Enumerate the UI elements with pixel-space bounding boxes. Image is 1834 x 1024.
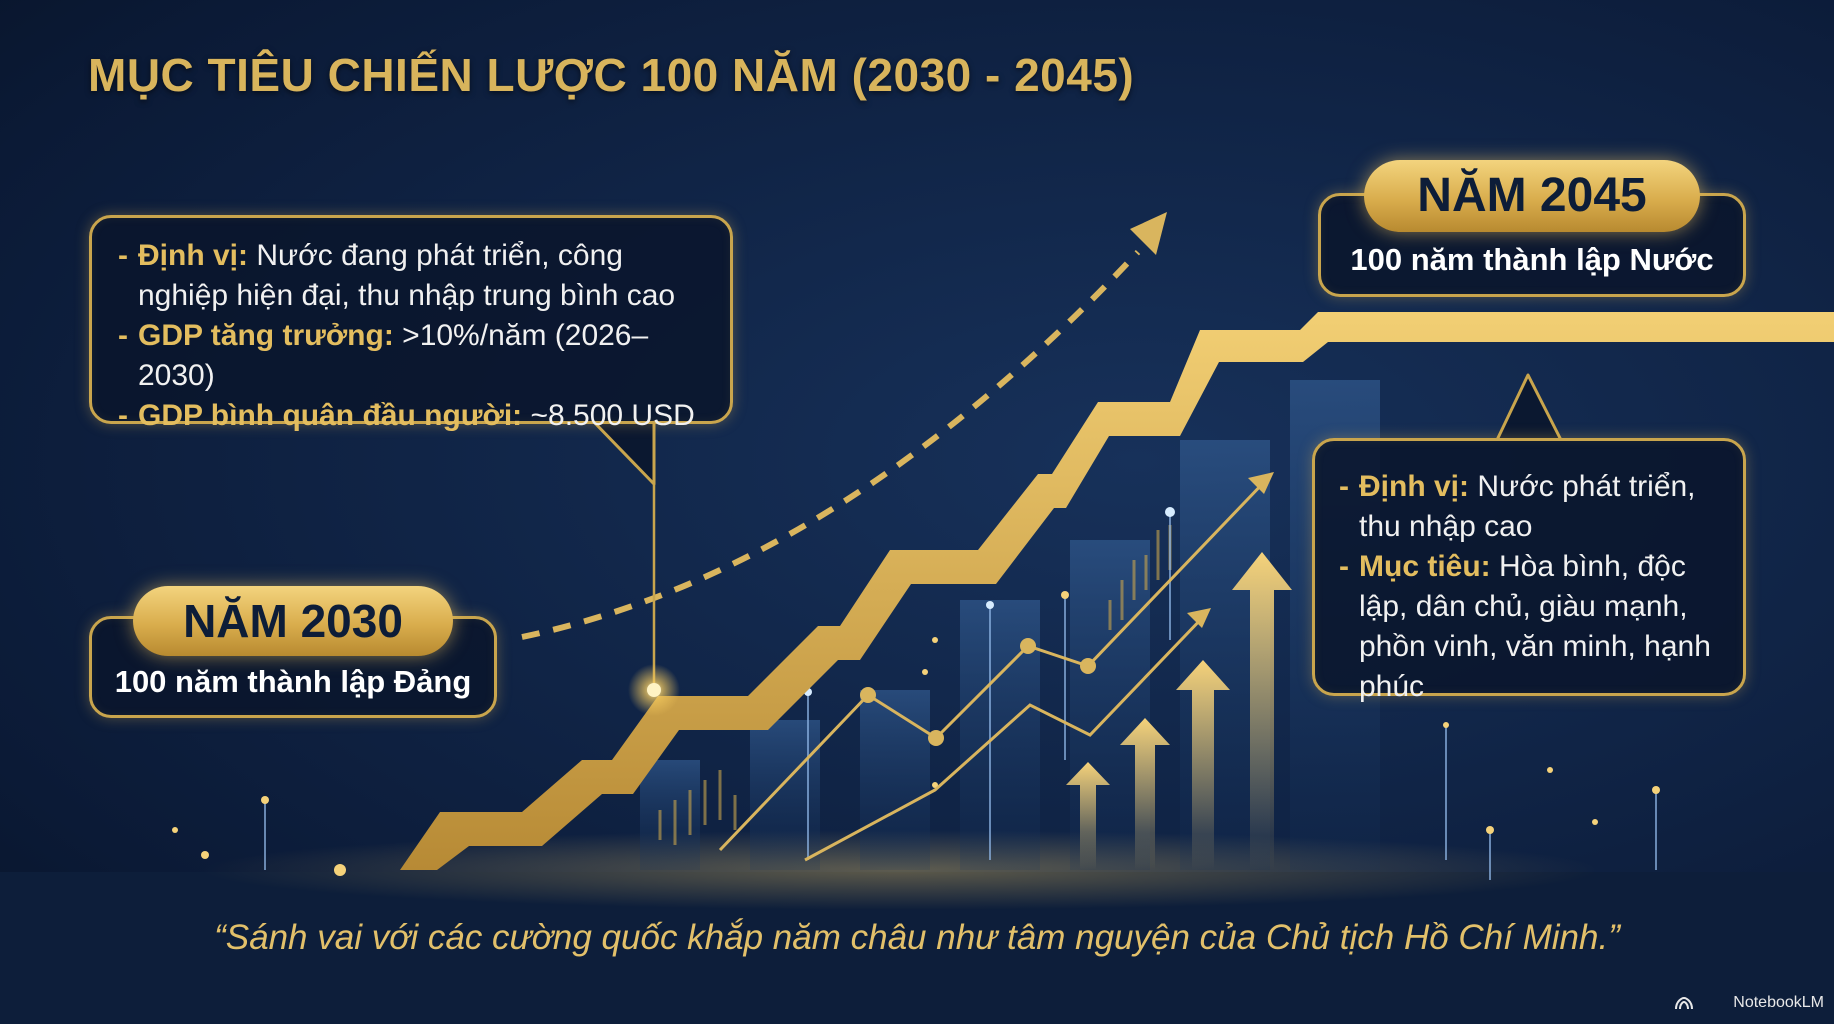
info-box-2045: Định vị: Nước phát triển, thu nhập cao M… xyxy=(1312,438,1746,703)
info-list-2045: Định vị: Nước phát triển, thu nhập cao M… xyxy=(1339,467,1723,707)
glow-poles xyxy=(264,512,1657,880)
list-item: Định vị: Nước đang phát triển, công nghi… xyxy=(118,236,706,316)
info-list-2030: Định vị: Nước đang phát triển, công nghi… xyxy=(118,236,706,436)
light-dots xyxy=(172,507,1660,876)
info-box-2030: Định vị: Nước đang phát triển, công nghi… xyxy=(89,215,733,436)
callout-2045-pointer xyxy=(1495,373,1563,441)
quote-text: “Sánh vai với các cường quốc khắp năm ch… xyxy=(214,918,1620,957)
candlesticks xyxy=(658,525,1172,845)
watermark-label: NotebookLM xyxy=(1733,994,1824,1011)
notebooklm-logo-icon xyxy=(1675,996,1693,1010)
list-item: GDP bình quân đầu người: ~8.500 USD xyxy=(118,396,706,436)
list-item: Mục tiêu: Hòa bình, độc lập, dân chủ, gi… xyxy=(1339,547,1723,707)
dashed-arrowhead xyxy=(1130,212,1167,255)
subtitle-2030: 100 năm thành lập Đảng xyxy=(114,664,472,699)
year-badge-2045: NĂM 2045 xyxy=(1364,160,1700,232)
trend-lines xyxy=(718,476,1270,862)
list-item: Định vị: Nước phát triển, thu nhập cao xyxy=(1339,467,1723,547)
callout-2030-pointer xyxy=(590,418,656,486)
trend-arrowheads xyxy=(1187,472,1274,628)
milestone-dot xyxy=(647,683,661,697)
dashed-projection-arrow xyxy=(521,249,1141,640)
up-arrows xyxy=(1066,552,1292,870)
golden-staircase xyxy=(400,312,1834,870)
page-title: MỤC TIÊU CHIẾN LƯỢC 100 NĂM (2030 - 2045… xyxy=(88,49,1135,101)
year-badge-2030: NĂM 2030 xyxy=(133,586,453,656)
list-item: GDP tăng trưởng: >10%/năm (2026–2030) xyxy=(118,316,706,396)
trend-nodes xyxy=(860,638,1096,746)
subtitle-2045: 100 năm thành lập Nước xyxy=(1350,242,1714,277)
